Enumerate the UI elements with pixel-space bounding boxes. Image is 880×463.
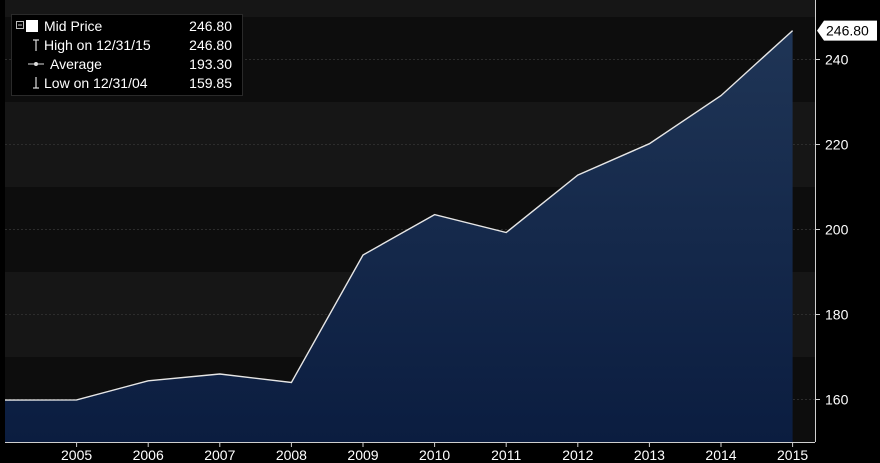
x-tick-label: 2009: [347, 447, 378, 463]
legend-value: 193.30: [189, 56, 232, 72]
legend-value: 246.80: [189, 37, 232, 53]
collapse-box-icon[interactable]: [16, 21, 24, 29]
y-axis-ticks: 160 180 200 220 240: [815, 52, 849, 408]
y-tick-label: 240: [825, 52, 849, 68]
x-tick-label: 2008: [276, 447, 307, 463]
x-tick-label: 2013: [634, 447, 665, 463]
background-band: [5, 0, 815, 17]
last-value-tag: 246.80: [817, 20, 877, 41]
legend-item-average: Average 193.30: [12, 55, 242, 74]
average-marker-icon: [28, 62, 44, 66]
x-tick-label: 2010: [419, 447, 450, 463]
last-value-label: 246.80: [826, 23, 869, 39]
legend-label: Low on 12/31/04: [44, 75, 148, 91]
legend-value: 159.85: [189, 75, 232, 91]
legend-item-mid-price: Mid Price 246.80: [12, 17, 242, 36]
price-line: [4, 30, 794, 401]
legend-item-low: Low on 12/31/04 159.85: [12, 74, 242, 93]
high-marker-icon: [33, 39, 39, 51]
y-tick-label: 160: [825, 392, 849, 408]
x-tick-label: 2014: [705, 447, 736, 463]
price-area-fill: [5, 30, 793, 442]
x-tick-label: 2015: [777, 447, 808, 463]
legend-label: Mid Price: [44, 18, 103, 34]
x-tick-label: 2006: [133, 447, 164, 463]
legend-item-high: High on 12/31/15 246.80: [12, 36, 242, 55]
last-value-tag-bg: [817, 20, 877, 41]
x-tick-label: 2005: [61, 447, 92, 463]
legend-label: Average: [50, 56, 102, 72]
legend-value: 246.80: [189, 18, 232, 34]
y-tick-label: 220: [825, 137, 849, 153]
y-tick-label: 200: [825, 222, 849, 238]
legend: Mid Price 246.80 High on 12/31/15 246.80…: [11, 14, 243, 96]
filled-square-icon: [26, 20, 38, 32]
y-tick-label: 180: [825, 307, 849, 323]
legend-label: High on 12/31/15: [44, 37, 151, 53]
x-axis-ticks: 2005 2006 2007 2008 2009 2010 2011 2012 2013 2014…: [61, 442, 808, 463]
x-tick-label: 2007: [204, 447, 235, 463]
x-tick-label: 2011: [491, 447, 521, 463]
low-marker-icon: [33, 77, 39, 89]
x-tick-label: 2012: [562, 447, 593, 463]
